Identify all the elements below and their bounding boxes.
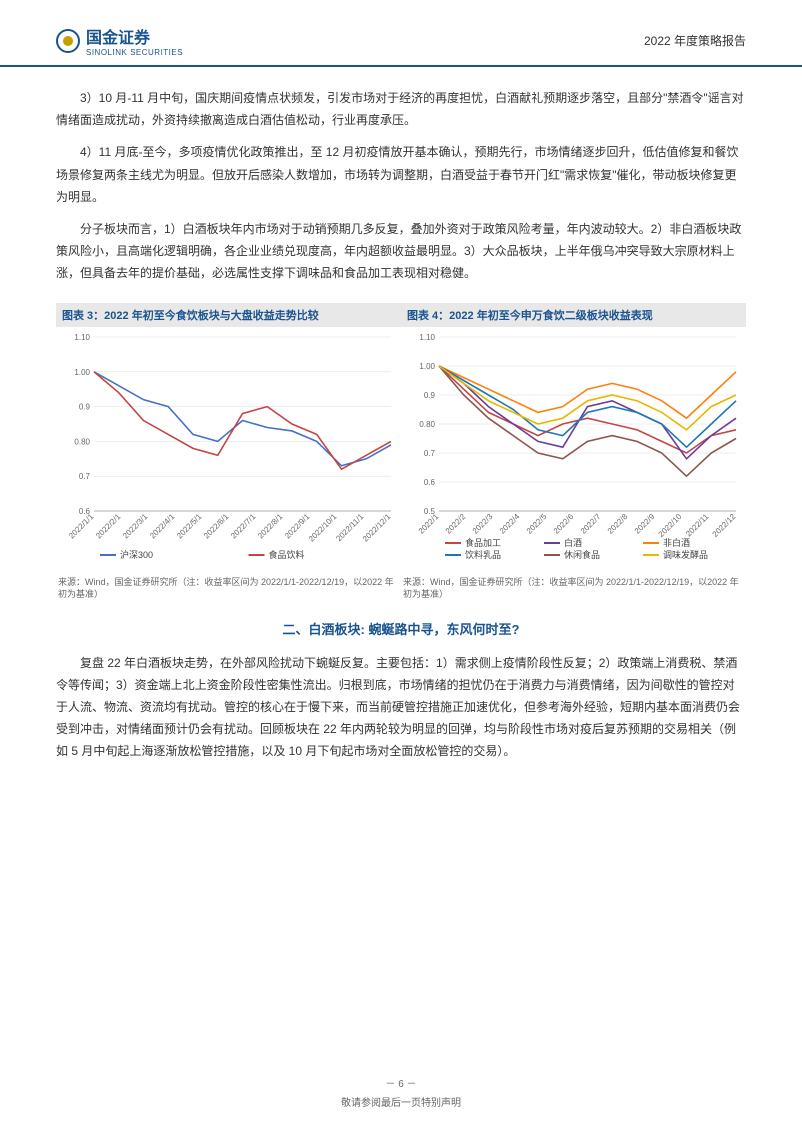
page-number: － 6 － — [0, 1075, 802, 1090]
chart-3-block: 图表 3：2022 年初至今食饮板块与大盘收益走势比较 0.60.70.800.… — [56, 303, 401, 605]
svg-text:食品加工: 食品加工 — [465, 537, 501, 548]
svg-text:0.9: 0.9 — [79, 402, 91, 411]
paragraph-4: 4）11 月底-至今，多项疫情优化政策推出，至 12 月初疫情放开基本确认，预期… — [56, 141, 746, 208]
svg-text:2022/5: 2022/5 — [525, 511, 549, 535]
svg-text:2022/7/1: 2022/7/1 — [229, 511, 258, 540]
chart-3-source: 来源：Wind，国金证券研究所（注：收益率区间为 2022/1/1-2022/1… — [56, 572, 401, 605]
logo-text-cn: 国金证券 — [86, 24, 183, 48]
svg-text:1.00: 1.00 — [419, 362, 435, 371]
svg-text:0.80: 0.80 — [419, 420, 435, 429]
svg-text:2022/8: 2022/8 — [606, 511, 630, 535]
svg-text:2022/5/1: 2022/5/1 — [175, 511, 204, 540]
svg-text:2022/7: 2022/7 — [579, 511, 603, 535]
svg-text:2022/3/1: 2022/3/1 — [121, 511, 150, 540]
svg-text:2022/10/1: 2022/10/1 — [307, 511, 339, 543]
svg-text:0.80: 0.80 — [74, 437, 90, 446]
svg-text:饮料乳品: 饮料乳品 — [465, 549, 501, 560]
footer-disclaimer: 敬请参阅最后一页特别声明 — [0, 1094, 802, 1109]
chart-4-title: 图表 4：2022 年初至今申万食饮二级板块收益表现 — [401, 303, 746, 327]
svg-text:2022/10: 2022/10 — [657, 511, 684, 538]
logo-text-en: SINOLINK SECURITIES — [86, 48, 183, 57]
svg-text:0.6: 0.6 — [424, 478, 436, 487]
svg-text:沪深300: 沪深300 — [120, 549, 153, 560]
svg-text:2022/6: 2022/6 — [552, 511, 576, 535]
svg-text:2022/11: 2022/11 — [684, 511, 711, 538]
company-logo-icon — [56, 29, 80, 53]
svg-text:2022/9: 2022/9 — [633, 511, 657, 535]
svg-text:0.9: 0.9 — [424, 391, 436, 400]
svg-text:1.10: 1.10 — [74, 333, 90, 342]
chart-4-block: 图表 4：2022 年初至今申万食饮二级板块收益表现 0.50.60.70.80… — [401, 303, 746, 605]
svg-text:食品饮料: 食品饮料 — [269, 549, 305, 560]
svg-text:1.10: 1.10 — [419, 333, 435, 342]
chart-3-title: 图表 3：2022 年初至今食饮板块与大盘收益走势比较 — [56, 303, 401, 327]
chart-4-source: 来源：Wind，国金证券研究所（注：收益率区间为 2022/1/1-2022/1… — [401, 572, 746, 605]
report-type: 2022 年度策略报告 — [644, 32, 746, 49]
svg-text:2022/6/1: 2022/6/1 — [202, 511, 231, 540]
section-2-heading: 二、白酒板块: 蜿蜒路中寻，东风何时至? — [0, 605, 802, 646]
svg-text:2022/4/1: 2022/4/1 — [148, 511, 177, 540]
svg-text:白酒: 白酒 — [564, 537, 582, 548]
svg-text:2022/3: 2022/3 — [471, 511, 495, 535]
svg-text:非白酒: 非白酒 — [663, 537, 690, 548]
svg-text:1.00: 1.00 — [74, 367, 90, 376]
paragraph-5: 分子板块而言，1）白酒板块年内市场对于动销预期几多反复，叠加外资对于政策风险考量… — [56, 218, 746, 285]
svg-text:2022/2: 2022/2 — [444, 511, 468, 535]
svg-text:2022/4: 2022/4 — [498, 511, 522, 535]
svg-text:2022/2/1: 2022/2/1 — [94, 511, 123, 540]
svg-text:0.7: 0.7 — [79, 472, 91, 481]
paragraph-3: 3）10 月-11 月中旬，国庆期间疫情点状频发，引发市场对于经济的再度担忧，白… — [56, 87, 746, 131]
svg-text:0.7: 0.7 — [424, 449, 436, 458]
svg-text:2022/8/1: 2022/8/1 — [256, 511, 285, 540]
chart-4-canvas: 0.50.60.70.800.91.001.102022/12022/22022… — [401, 327, 746, 567]
svg-text:调味发酵品: 调味发酵品 — [663, 549, 708, 560]
section-2-paragraph-1: 复盘 22 年白酒板块走势，在外部风险扰动下蜿蜒反复。主要包括：1）需求侧上疫情… — [56, 652, 746, 763]
chart-3-canvas: 0.60.70.800.91.001.102022/1/12022/2/1202… — [56, 327, 401, 567]
svg-text:休闲食品: 休闲食品 — [564, 549, 600, 560]
page-footer: － 6 － 敬请参阅最后一页特别声明 — [0, 1075, 802, 1109]
svg-text:2022/12/1: 2022/12/1 — [361, 511, 393, 543]
logo-area: 国金证券 SINOLINK SECURITIES — [56, 24, 183, 57]
svg-text:2022/12: 2022/12 — [711, 511, 738, 538]
